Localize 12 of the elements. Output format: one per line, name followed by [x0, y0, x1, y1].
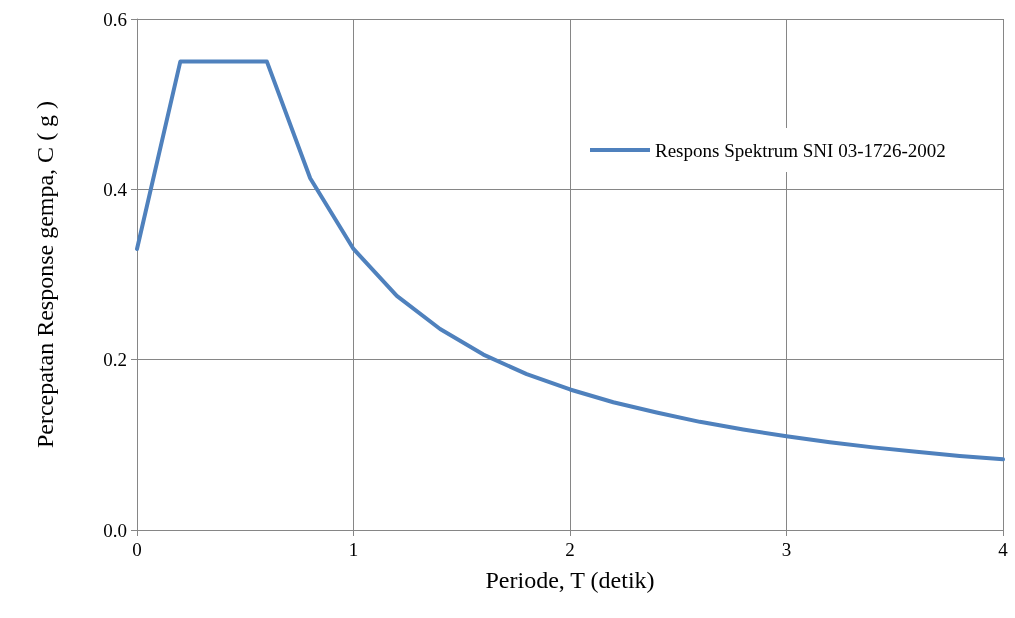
x-tick-label: 3 — [781, 539, 792, 560]
x-tick-label: 4 — [998, 539, 1009, 560]
y-tick-label: 0.2 — [103, 349, 127, 371]
y-axis-title: Percepatan Response gempa, C ( g ) — [32, 100, 58, 449]
x-axis-title: Periode, T (detik) — [485, 567, 655, 593]
y-tick-label: 0.0 — [103, 519, 127, 541]
y-tick-label: 0.4 — [103, 178, 128, 200]
x-tick-label: 2 — [565, 539, 575, 560]
legend-label: Respons Spektrum SNI 03-1726-2002 — [655, 139, 946, 161]
x-tick-label: 0 — [132, 539, 142, 560]
y-tick-label: 0.6 — [103, 8, 127, 30]
x-tick-label: 1 — [348, 539, 359, 560]
